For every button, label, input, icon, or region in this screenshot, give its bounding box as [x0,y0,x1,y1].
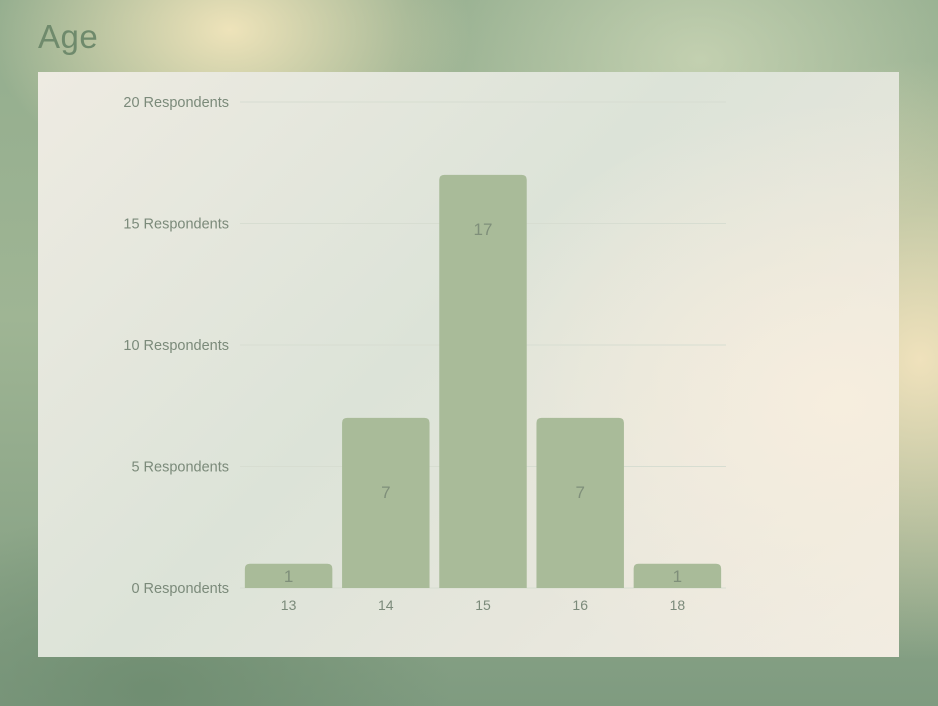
x-tick-label: 18 [670,597,686,613]
bar-data-label: 1 [284,567,293,586]
x-tick-label: 13 [281,597,297,613]
y-tick-label: 5 Respondents [131,460,229,476]
x-tick-label: 14 [378,597,394,613]
y-tick-label: 0 Respondents [131,581,229,597]
bar-data-label: 7 [381,483,390,502]
bar [439,174,527,588]
chart-panel: 0 Respondents 5 Respondents 10 Respondents… [38,72,899,657]
bar [244,563,333,588]
bar-data-label: 17 [474,220,493,239]
x-tick-label: 16 [572,597,588,613]
y-tick-label: 15 Respondents [123,217,229,233]
bar [342,417,430,588]
bar-data-label: 1 [673,567,682,586]
x-tick-label: 15 [475,597,491,613]
slide-title: Age [38,18,99,55]
y-tick-label: 20 Respondents [123,95,229,111]
bar-data-label: 7 [575,483,584,502]
bar [633,563,722,588]
bar [536,417,624,588]
y-axis-ticks: 0 Respondents 5 Respondents 10 Respondents… [123,95,229,597]
x-axis-ticks: 13 14 15 16 18 [281,597,686,613]
bar-chart: 0 Respondents 5 Respondents 10 Respondents… [123,95,726,613]
y-tick-label: 10 Respondents [123,338,229,354]
